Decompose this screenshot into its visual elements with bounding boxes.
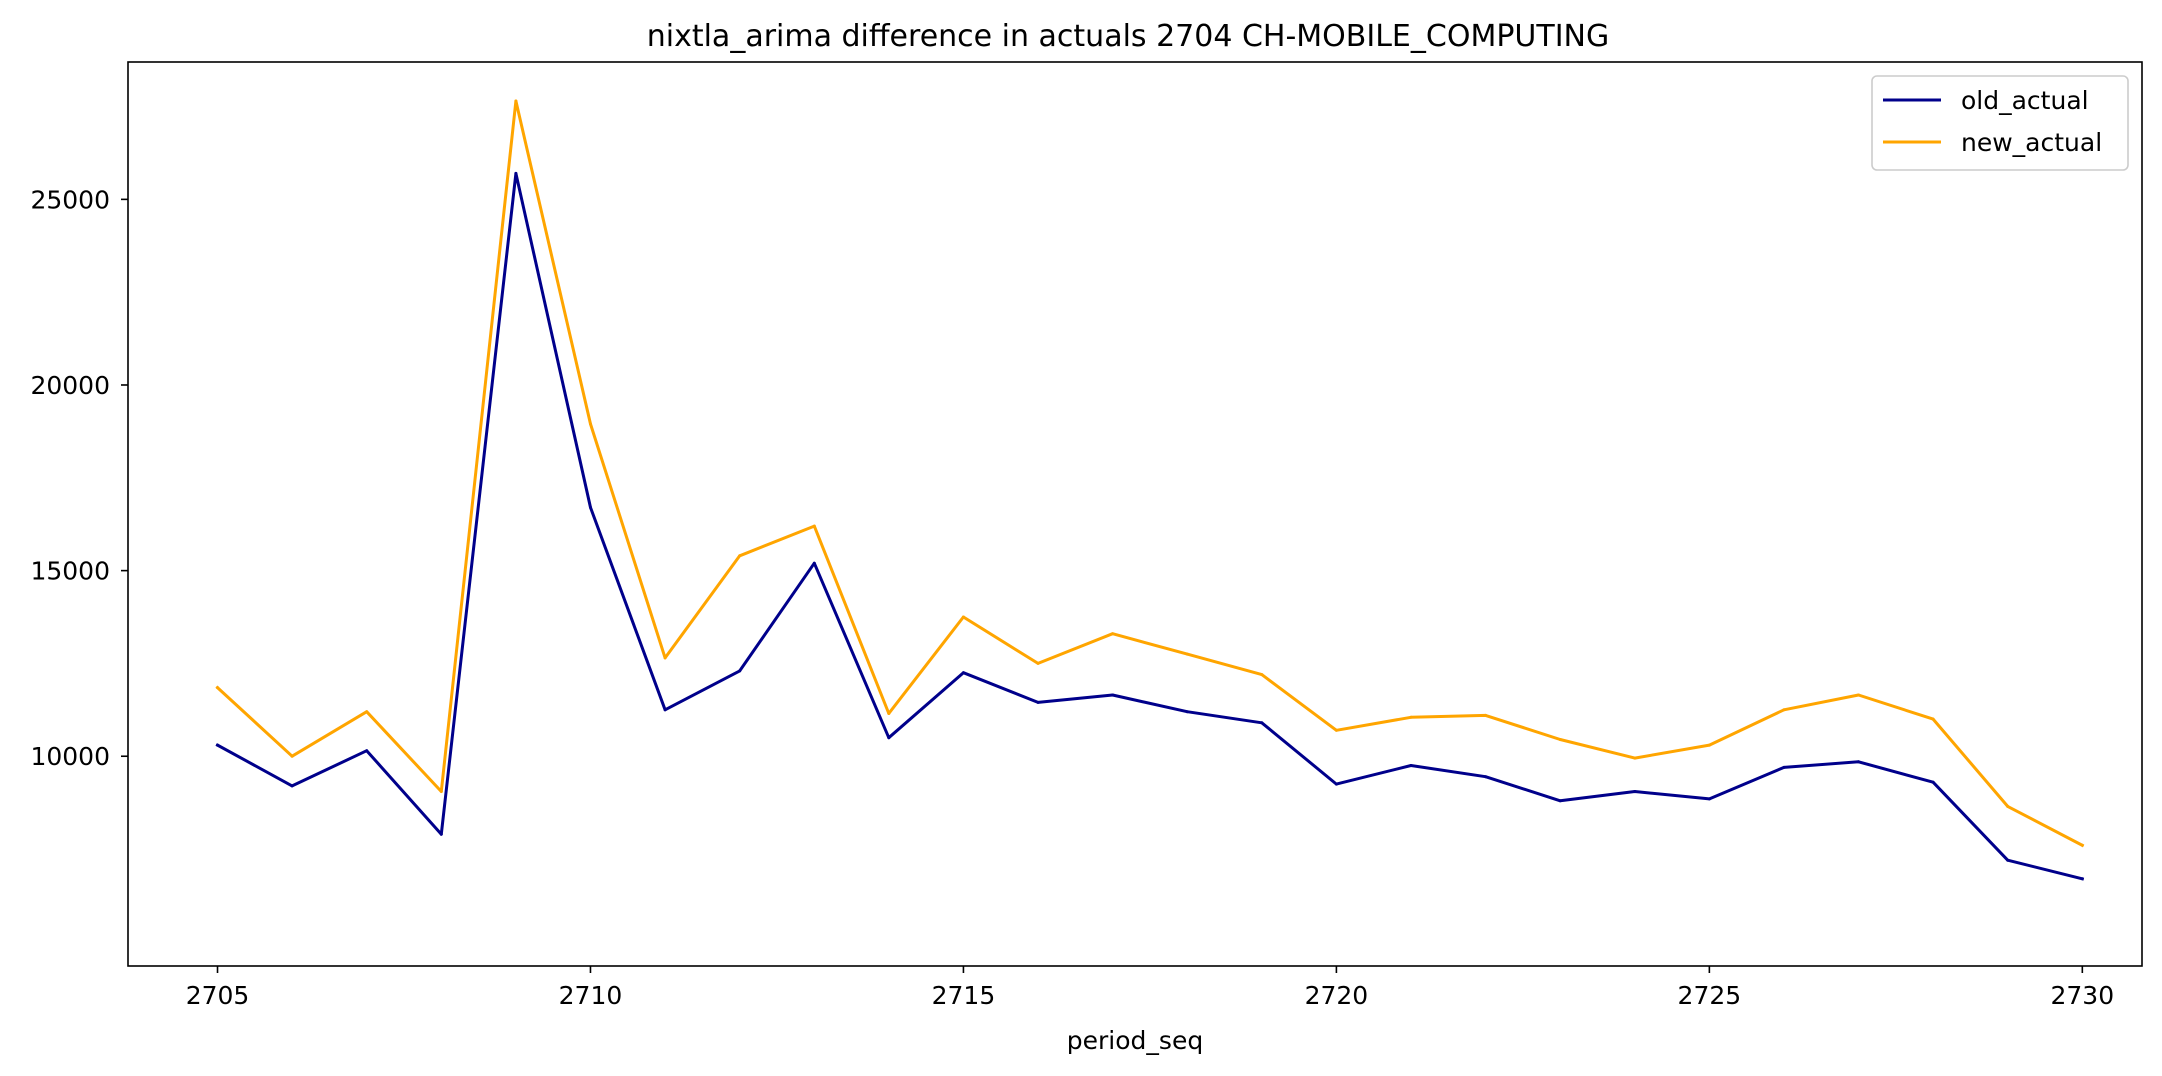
data-point-old-actual (1334, 782, 1338, 786)
data-point-old-actual (1857, 760, 1860, 764)
data-point-old-actual (887, 736, 891, 740)
data-point-old-actual (1782, 765, 1786, 769)
data-point-old-actual (439, 832, 443, 836)
data-point-new-actual (1931, 717, 1935, 721)
data-point-old-actual (1707, 797, 1711, 801)
data-point-new-actual (1782, 708, 1786, 712)
data-point-old-actual (1558, 799, 1562, 803)
series-line-old-actual (215, 171, 2085, 881)
data-point-new-actual (1484, 713, 1488, 717)
data-point-new-actual (216, 686, 219, 690)
plot-frame (127, 61, 2143, 967)
x-axis-label: period_seq (1067, 1026, 1203, 1055)
data-point-new-actual (1036, 661, 1040, 665)
x-axis-ticks: 2705 2710 2715 2720 2725 2730 (186, 966, 2114, 1010)
data-point-new-actual (589, 422, 592, 426)
data-point-old-actual (365, 749, 369, 753)
y-axis-ticks: 10000 15000 20000 25000 (30, 185, 128, 771)
data-point-old-actual (290, 784, 294, 788)
data-point-new-actual (1334, 728, 1338, 732)
data-point-new-actual (2006, 804, 2010, 808)
data-point-new-actual (1185, 652, 1189, 656)
x-tick-label: 2725 (1678, 981, 1742, 1010)
data-point-old-actual (589, 506, 592, 509)
y-tick-label: 25000 (30, 185, 110, 214)
data-point-old-actual (2006, 858, 2010, 862)
data-point-new-actual (1260, 673, 1264, 677)
data-point-old-actual (216, 743, 219, 747)
y-tick-label: 10000 (30, 742, 110, 771)
data-point-old-actual (514, 171, 518, 175)
data-point-old-actual (1409, 764, 1413, 767)
data-point-new-actual (961, 615, 965, 619)
data-point-old-actual (663, 708, 667, 712)
data-point-new-actual (1111, 632, 1115, 636)
y-tick-label: 20000 (30, 371, 110, 400)
x-tick-label: 2720 (1305, 981, 1369, 1010)
data-point-old-actual (1260, 721, 1264, 725)
data-point-new-actual (887, 712, 891, 715)
data-point-new-actual (1633, 756, 1637, 760)
y-tick-label: 15000 (30, 557, 110, 586)
data-point-old-actual (1185, 710, 1189, 714)
data-point-new-actual (290, 754, 294, 758)
data-point-old-actual (812, 561, 816, 565)
legend: old_actual new_actual (1871, 75, 2129, 171)
data-point-new-actual (1409, 715, 1413, 719)
data-point-old-actual (1036, 700, 1040, 704)
data-point-new-actual (439, 790, 443, 793)
data-point-new-actual (1857, 693, 1860, 697)
legend-label-new-actual: new_actual (1961, 128, 2102, 157)
data-point-old-actual (1931, 780, 1935, 784)
data-point-new-actual (812, 524, 816, 528)
data-point-new-actual (1558, 738, 1562, 741)
legend-label-old-actual: old_actual (1961, 86, 2089, 115)
data-point-old-actual (961, 671, 965, 675)
data-point-old-actual (2080, 877, 2084, 881)
data-point-new-actual (663, 656, 667, 660)
data-point-old-actual (1111, 693, 1115, 697)
series-line-new-actual (215, 99, 2085, 848)
data-point-old-actual (1633, 790, 1637, 793)
series-layer (215, 99, 2085, 881)
x-tick-label: 2710 (559, 981, 623, 1010)
data-point-new-actual (2080, 843, 2084, 847)
x-tick-label: 2715 (932, 981, 996, 1010)
chart-title: nixtla_arima difference in actuals 2704 … (647, 19, 1610, 54)
data-point-old-actual (738, 669, 742, 673)
data-point-new-actual (1707, 743, 1711, 747)
data-point-old-actual (1484, 775, 1488, 779)
data-point-new-actual (365, 710, 369, 714)
x-tick-label: 2730 (2051, 981, 2115, 1010)
x-tick-label: 2705 (186, 981, 250, 1010)
data-point-new-actual (738, 554, 742, 558)
data-point-new-actual (514, 99, 518, 103)
